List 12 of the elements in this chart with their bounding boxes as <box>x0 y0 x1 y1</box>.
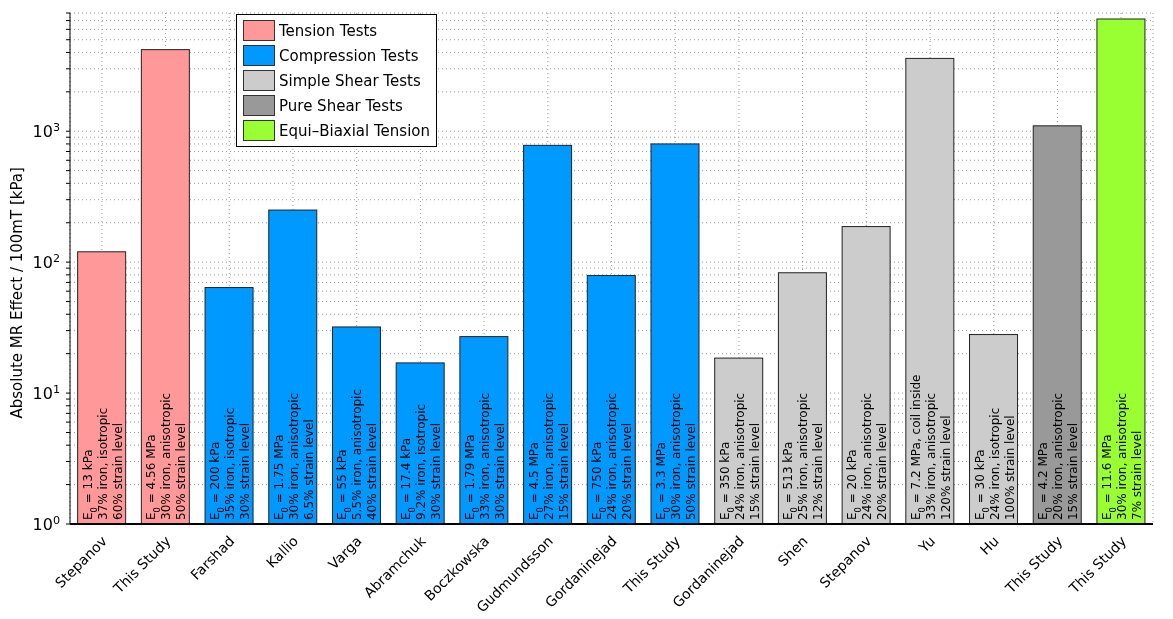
legend-label: Equi–Biaxial Tension <box>279 121 431 140</box>
legend-label: Pure Shear Tests <box>279 96 403 115</box>
legend-label: Simple Shear Tests <box>279 71 421 90</box>
y-tick-label: 10$^{3}$ <box>32 120 60 142</box>
legend-label: Compression Tests <box>279 46 419 65</box>
x-tick-label: Hu <box>976 532 1002 558</box>
x-tick-label: Yu <box>914 532 939 557</box>
legend-label: Tension Tests <box>279 21 378 40</box>
y-tick-label: 10$^{0}$ <box>32 513 60 534</box>
y-tick-label: 10$^{2}$ <box>32 251 60 273</box>
y-tick-label: 10$^{1}$ <box>32 382 60 404</box>
y-axis-title: Absolute MR Effect / 100mT [kPa] <box>8 167 27 419</box>
